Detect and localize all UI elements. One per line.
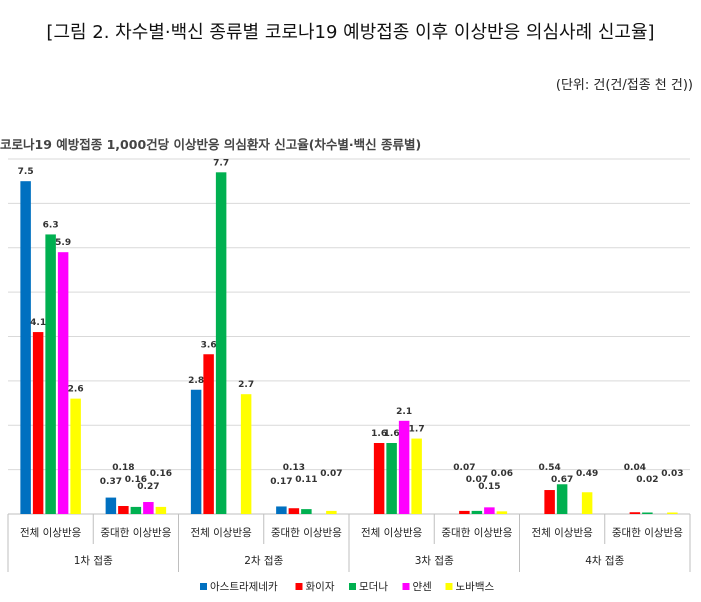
bar [118, 506, 129, 514]
legend-entry: 화이자 [306, 581, 335, 593]
bar [544, 490, 555, 514]
category-label: 전체 이상반응 [531, 527, 593, 539]
data-label: 0.16 [125, 475, 147, 485]
bar [398, 420, 410, 514]
bar [373, 443, 385, 514]
data-label: 6.3 [43, 220, 59, 230]
data-label: 0.37 [100, 477, 122, 487]
data-label: 2.6 [68, 385, 84, 395]
bar [459, 510, 470, 514]
data-label: 1.7 [409, 425, 425, 435]
data-label: 0.02 [636, 475, 658, 485]
legend-entry: 얀센 [413, 580, 432, 593]
legend-swatch [445, 583, 453, 590]
group-label: 3차 접종 [415, 555, 454, 567]
group-label: 1차 접종 [74, 555, 113, 567]
data-label: 0.07 [466, 475, 488, 485]
unit-note: (단위: 건(건/접종 천 건)) [555, 78, 693, 93]
data-label: 3.6 [201, 340, 217, 350]
legend-entry: 아스트라제네카 [210, 581, 278, 593]
bar [326, 510, 337, 514]
group-label: 2차 접종 [244, 555, 283, 567]
bar [642, 512, 653, 514]
bar [496, 511, 508, 514]
data-label: 0.54 [539, 463, 561, 473]
data-label: 0.16 [150, 469, 172, 479]
bar [32, 332, 44, 514]
category-label: 전체 이상반응 [361, 527, 423, 539]
chart-title: 코로나19 예방접종 1,000건당 이상반응 의심환자 신고율(차수별·백신 … [0, 137, 422, 152]
data-label: 0.13 [283, 463, 305, 473]
data-label: 7.7 [213, 158, 229, 168]
data-label: 4.1 [30, 318, 46, 328]
bar [411, 438, 422, 514]
figure-title: [그림 2. 차수별·백신 종류별 코로나19 예방접종 이후 이상반응 의심사… [46, 22, 655, 43]
category-label: 중대한 이상반응 [271, 527, 342, 539]
bar [155, 506, 167, 514]
bar [70, 398, 81, 514]
bar [471, 510, 483, 514]
bar [45, 234, 56, 514]
data-label: 0.03 [661, 469, 683, 479]
data-label: 2.7 [238, 380, 254, 390]
legend-entry: 모더나 [359, 581, 388, 593]
bar [240, 394, 252, 514]
legend-swatch [295, 583, 303, 590]
category-label: 중대한 이상반응 [441, 527, 512, 539]
group-label: 4차 접종 [585, 555, 624, 567]
data-label: 0.06 [491, 469, 513, 479]
bar [629, 512, 641, 514]
legend-swatch [349, 583, 356, 590]
bar [130, 506, 142, 514]
data-label: 0.49 [576, 469, 598, 479]
legend-entry: 노바백스 [456, 581, 495, 593]
bar [386, 443, 397, 514]
category-label: 전체 이상반응 [190, 527, 252, 539]
data-label: 1.6 [371, 429, 387, 439]
data-label: 2.8 [188, 376, 204, 386]
data-label: 1.6 [384, 429, 400, 439]
data-label: 0.17 [270, 477, 292, 487]
bar [143, 502, 154, 514]
data-label: 0.15 [478, 482, 500, 492]
category-label: 전체 이상반응 [20, 527, 82, 539]
bar [190, 389, 202, 514]
legend-swatch [200, 583, 207, 590]
category-label: 중대한 이상반응 [612, 527, 683, 539]
bar [581, 492, 593, 514]
data-label: 0.18 [112, 463, 134, 473]
data-label: 0.07 [320, 469, 342, 479]
legend-swatch [402, 583, 410, 590]
category-label: 중대한 이상반응 [100, 527, 171, 539]
data-label: 2.1 [396, 407, 412, 417]
bar [276, 506, 287, 514]
bar [484, 507, 495, 514]
bar [20, 181, 31, 514]
data-label: 0.07 [453, 463, 475, 473]
data-label: 7.5 [18, 167, 34, 177]
bar [288, 508, 300, 514]
data-label: 0.11 [295, 475, 317, 485]
bar [203, 354, 214, 514]
bar [215, 172, 227, 514]
data-label: 5.9 [55, 238, 71, 248]
data-label: 0.04 [624, 463, 646, 473]
bar [57, 252, 69, 514]
data-label: 0.67 [551, 475, 573, 485]
bar [301, 509, 312, 514]
bar [105, 497, 117, 514]
bar [667, 512, 678, 514]
bar [556, 484, 568, 514]
data-label: 0.27 [137, 482, 159, 492]
